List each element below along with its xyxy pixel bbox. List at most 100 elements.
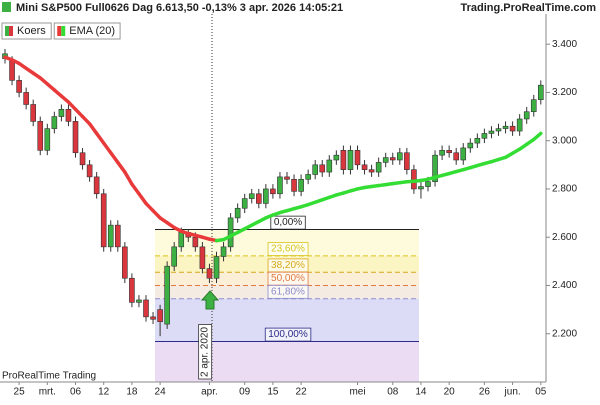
candle-body <box>320 165 325 172</box>
candle-body <box>524 112 529 119</box>
x-tick-label: 08 <box>387 387 399 398</box>
x-tick-label: 06 <box>70 387 82 398</box>
candle-body <box>454 153 459 160</box>
x-tick-label: 05 <box>535 387 547 398</box>
candle-body <box>426 182 431 187</box>
x-tick-label: apr. <box>201 387 218 398</box>
candle-body <box>538 85 543 99</box>
y-tick-label: 2.400 <box>552 280 577 291</box>
candle-body <box>306 174 311 179</box>
legend-swatch <box>61 26 65 36</box>
x-tick-label: 26 <box>479 387 491 398</box>
candle-body <box>285 177 290 179</box>
legend-swatch <box>5 26 9 36</box>
candle-body <box>376 162 381 172</box>
candle-body <box>531 100 536 112</box>
ema-segment <box>139 194 146 204</box>
candle-body <box>66 109 71 121</box>
candle-body <box>165 266 170 324</box>
y-tick-label: 3.400 <box>552 39 577 50</box>
candle-body <box>341 150 346 169</box>
candle-body <box>369 170 374 172</box>
candle-body <box>122 247 127 278</box>
candle-body <box>517 119 522 131</box>
candle-body <box>510 126 515 131</box>
candle-body <box>59 109 64 116</box>
candle-body <box>10 61 15 80</box>
legend-swatch <box>57 26 61 36</box>
candle-body <box>327 160 332 172</box>
x-tick-label: 20 <box>444 387 456 398</box>
candle-body <box>292 179 297 191</box>
y-tick-label: 2.200 <box>552 328 577 339</box>
candle-body <box>270 189 275 194</box>
x-tick-label: mei <box>349 387 365 398</box>
candle-body <box>348 150 353 169</box>
fib-level-label: 0,00% <box>274 217 302 228</box>
candle-body <box>277 177 282 194</box>
x-tick-label: 12 <box>98 387 110 398</box>
y-tick-label: 3.000 <box>552 135 577 146</box>
fib-level-label: 23,60% <box>271 244 305 255</box>
header-site: Trading.ProRealTime.com <box>460 2 596 14</box>
candle-body <box>362 165 367 170</box>
candle-body <box>440 150 445 155</box>
candle-body <box>489 131 494 133</box>
candle-body <box>80 153 85 165</box>
fib-level-label: 50,00% <box>271 273 305 284</box>
fib-level-label: 38,20% <box>271 260 305 271</box>
candle-body <box>263 189 268 203</box>
x-tick-label: 09 <box>239 387 251 398</box>
candle-body <box>214 257 219 279</box>
candle-body <box>447 150 452 152</box>
candle-body <box>475 138 480 143</box>
candle-body <box>397 153 402 160</box>
candle-body <box>17 80 22 92</box>
candle-body <box>228 218 233 247</box>
candle-body <box>179 232 184 246</box>
fib-level-label: 100,00% <box>268 329 308 340</box>
ema-segment <box>104 143 111 153</box>
legend-swatch <box>9 26 13 36</box>
candle-body <box>52 117 57 129</box>
candle-body <box>299 179 304 191</box>
y-tick-label: 2.600 <box>552 232 577 243</box>
ema-segment <box>118 162 125 172</box>
candle-body <box>45 129 50 151</box>
fib-level-label: 61,80% <box>271 286 305 297</box>
footer: ProRealTime Trading <box>2 371 96 382</box>
candle-body <box>94 177 99 194</box>
ema-segment <box>534 133 541 139</box>
candle-body <box>235 208 240 218</box>
candle-body <box>73 121 78 152</box>
candle-body <box>313 165 318 175</box>
y-tick-label: 3.200 <box>552 87 577 98</box>
candle-body <box>404 153 409 170</box>
candle-body <box>24 92 29 104</box>
candle-body <box>256 194 261 204</box>
candle-body <box>418 187 423 189</box>
candle-body <box>207 269 212 279</box>
candle-body <box>221 247 226 257</box>
candle-body <box>242 199 247 209</box>
fib-band-below <box>155 341 419 382</box>
candle-body <box>38 121 43 150</box>
candle-body <box>390 158 395 160</box>
date-marker-label: 2 apr. 2020 <box>200 327 211 377</box>
ema-segment <box>90 124 97 134</box>
candle-body <box>200 247 205 269</box>
candle-body <box>144 300 149 317</box>
ema-segment <box>125 172 132 184</box>
candle-body <box>193 237 198 247</box>
candle-body <box>172 247 177 266</box>
legend-item: Koers <box>2 23 51 39</box>
x-tick-label: mrt. <box>39 387 56 398</box>
legend-label: Koers <box>17 25 46 37</box>
candle-body <box>249 194 254 199</box>
candle-body <box>482 133 487 138</box>
candle-body <box>129 278 134 302</box>
candle-body <box>496 129 501 131</box>
candle-body <box>158 310 163 322</box>
candle-body <box>461 148 466 160</box>
